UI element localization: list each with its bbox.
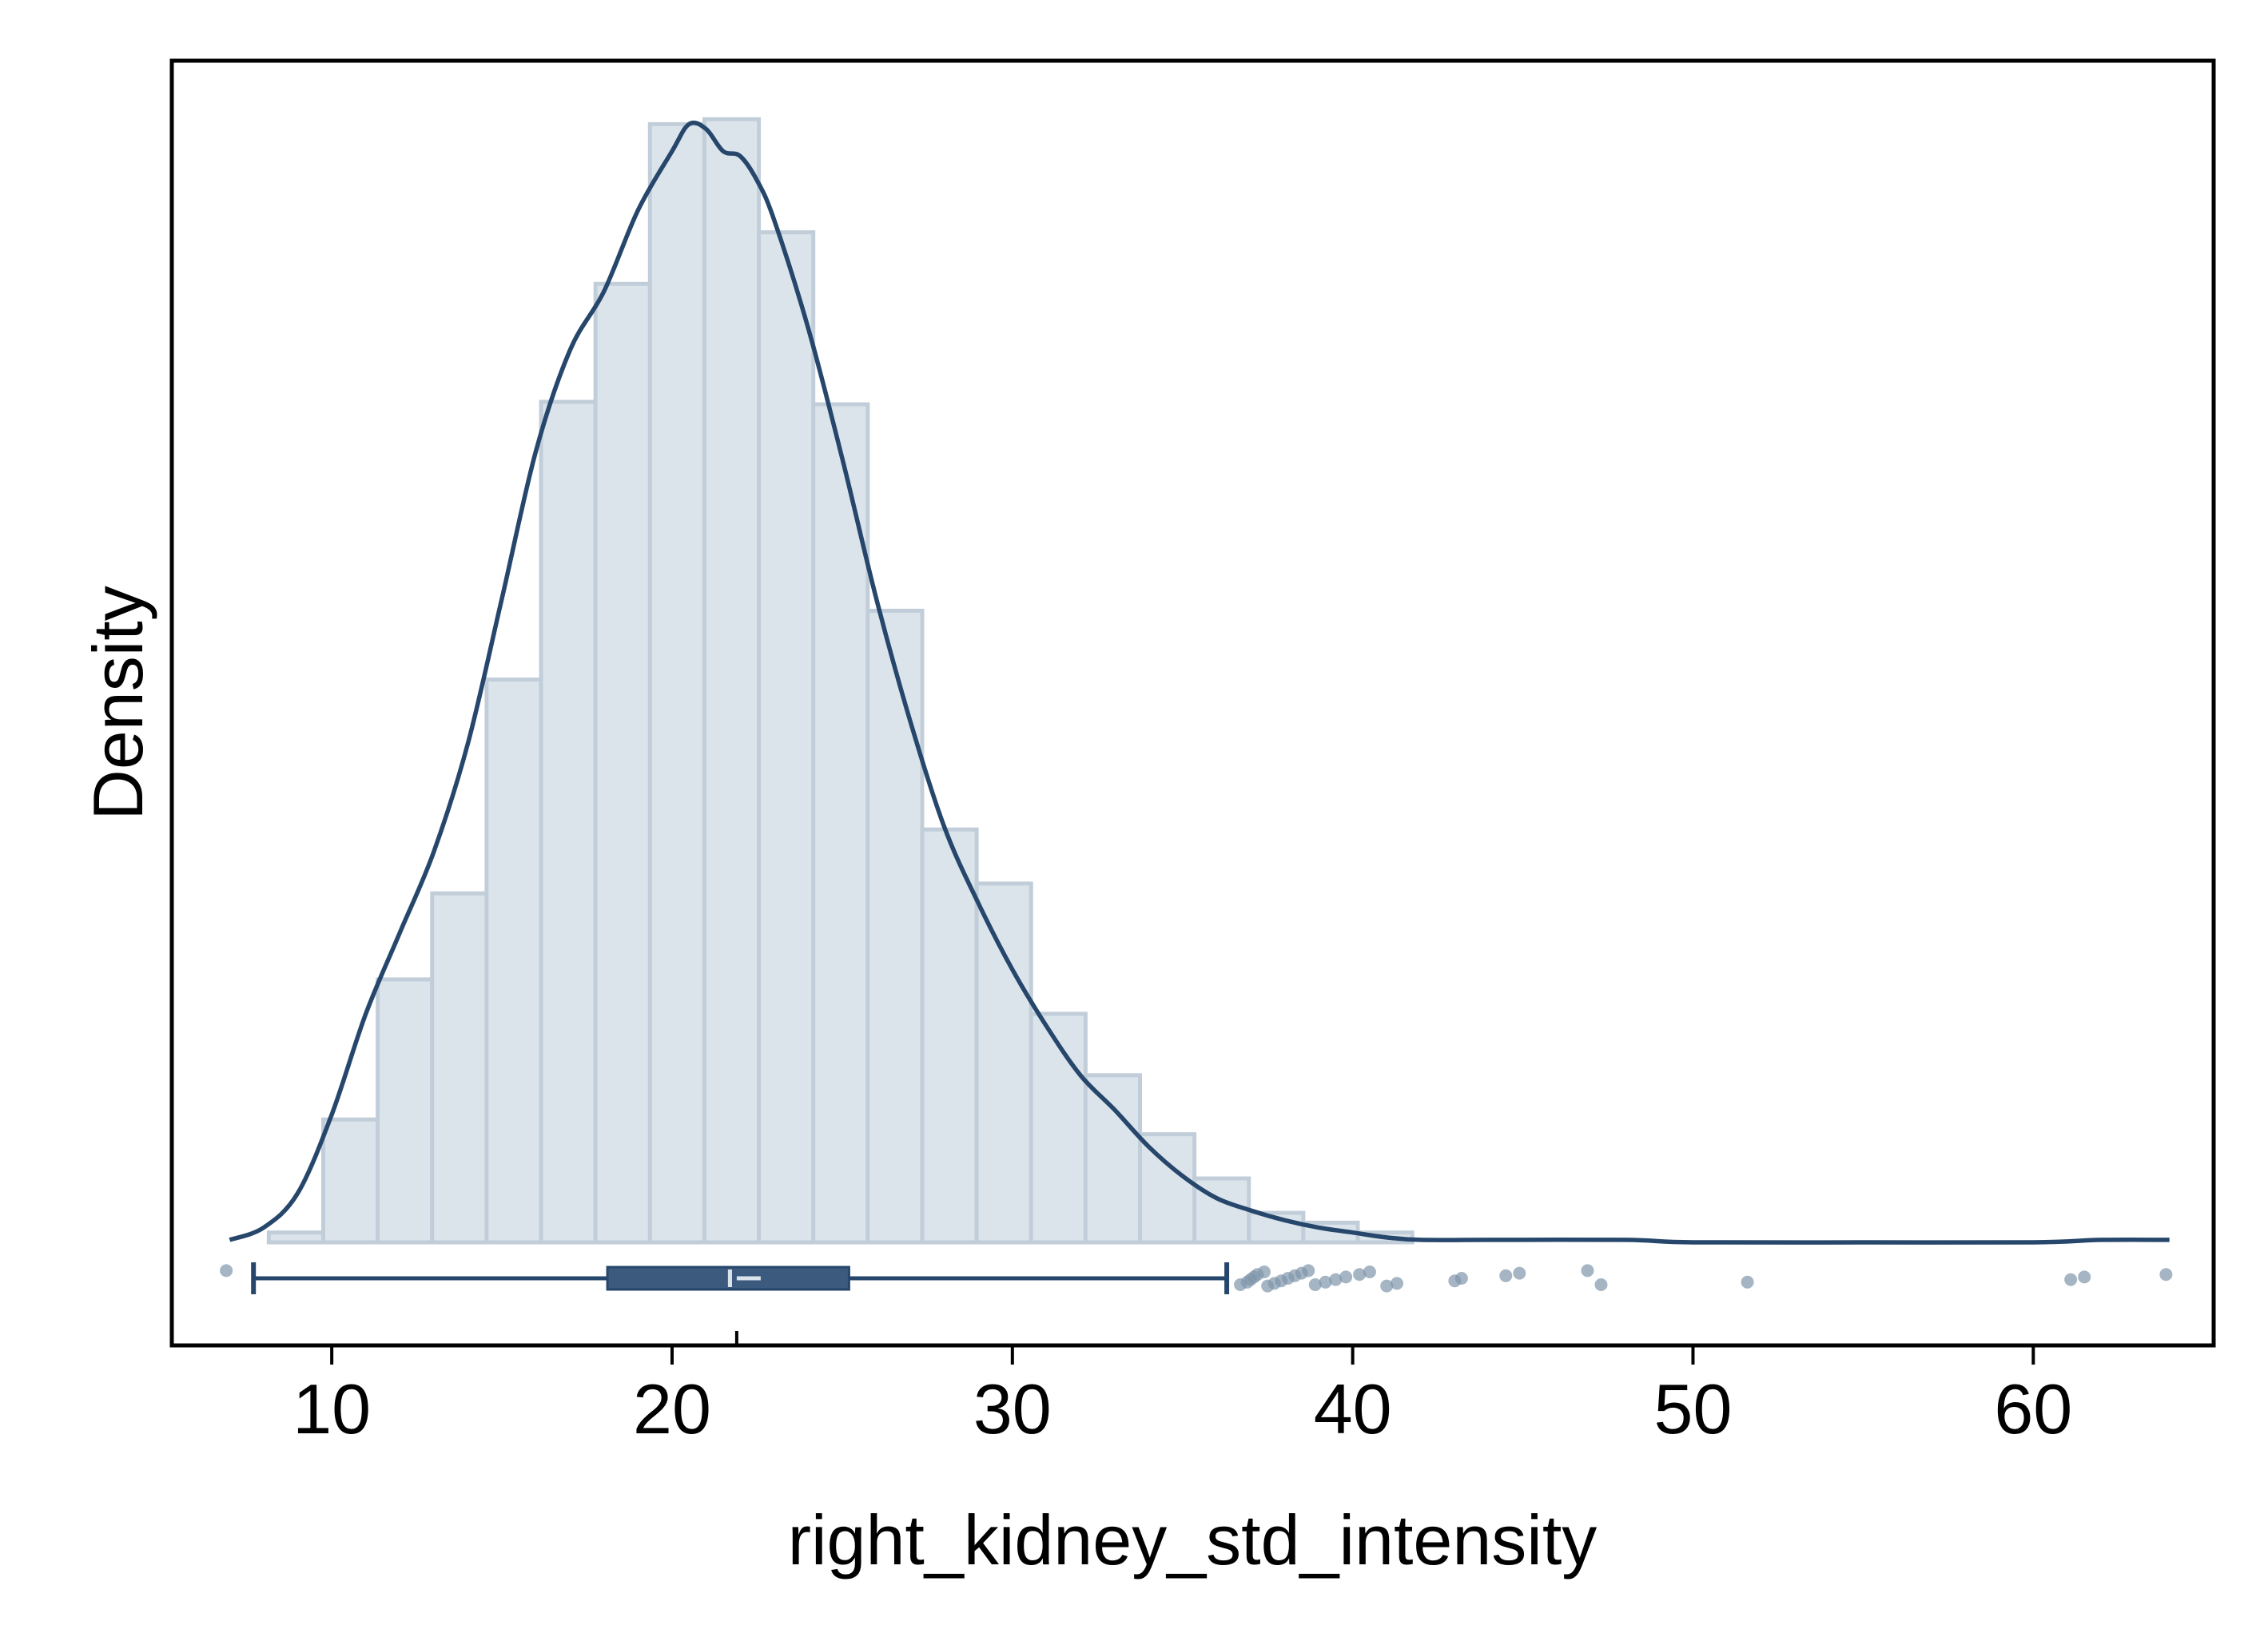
outlier-point-6 — [1257, 1266, 1271, 1278]
outlier-point-14 — [1308, 1278, 1322, 1291]
kde-curve-layer — [229, 120, 2170, 1245]
x-tick-label-60: 60 — [1994, 1369, 2072, 1448]
histogram-bar-5 — [539, 399, 598, 1245]
histogram-bar-8 — [702, 117, 762, 1245]
x-tick-label-30: 30 — [973, 1369, 1052, 1448]
boxplot-layer — [220, 1262, 2173, 1294]
outlier-point-24 — [1499, 1269, 1513, 1282]
histogram-bar-16 — [1137, 1132, 1197, 1245]
x-tick-label-40: 40 — [1314, 1369, 1392, 1448]
outlier-point-16 — [1329, 1273, 1343, 1286]
histogram-bar-0 — [266, 1230, 325, 1245]
outlier-point-23 — [1454, 1272, 1468, 1285]
y-axis-label: Density — [78, 586, 157, 820]
x-tick-label-10: 10 — [292, 1369, 371, 1448]
histogram-bar-15 — [1083, 1073, 1142, 1245]
outlier-point-31 — [2159, 1268, 2173, 1281]
histogram-bar-2 — [376, 977, 435, 1245]
histogram-bar-12 — [920, 827, 979, 1245]
outlier-point-26 — [1581, 1264, 1594, 1277]
outlier-point-15 — [1319, 1275, 1332, 1289]
histogram-bar-6 — [593, 281, 652, 1245]
histogram-bar-7 — [647, 121, 706, 1245]
histogram-bar-3 — [430, 891, 489, 1245]
histogram-bar-11 — [865, 608, 925, 1245]
outlier-point-21 — [1391, 1277, 1403, 1290]
outlier-point-28 — [1741, 1275, 1754, 1289]
x-tick-label-20: 20 — [633, 1369, 711, 1448]
outlier-point-18 — [1353, 1268, 1367, 1281]
outlier-point-17 — [1339, 1270, 1353, 1284]
x-tick-label-50: 50 — [1654, 1369, 1733, 1448]
histogram-bar-9 — [757, 230, 816, 1245]
x-axis-ticks: 10 20 30 40 50 60 — [292, 1331, 2072, 1448]
histogram-bar-1 — [320, 1117, 380, 1245]
outlier-point-19 — [1363, 1266, 1376, 1278]
histogram-bar-4 — [484, 677, 543, 1245]
outlier-point-27 — [1594, 1278, 1608, 1291]
outlier-point-13 — [1302, 1264, 1315, 1277]
outlier-point-0 — [220, 1264, 233, 1277]
histogram-bar-14 — [1029, 1011, 1088, 1245]
outlier-point-20 — [1380, 1279, 1394, 1293]
histogram-bar-10 — [811, 402, 870, 1245]
outlier-point-25 — [1513, 1266, 1526, 1280]
plot-frame — [169, 58, 2216, 1348]
outlier-point-29 — [2064, 1273, 2078, 1286]
outlier-point-30 — [2078, 1270, 2091, 1284]
histogram-bars — [266, 117, 1415, 1245]
x-axis-label: right_kidney_std_intensity — [788, 1500, 1598, 1579]
histogram-bar-13 — [974, 881, 1033, 1245]
kde-line — [229, 120, 2170, 1245]
